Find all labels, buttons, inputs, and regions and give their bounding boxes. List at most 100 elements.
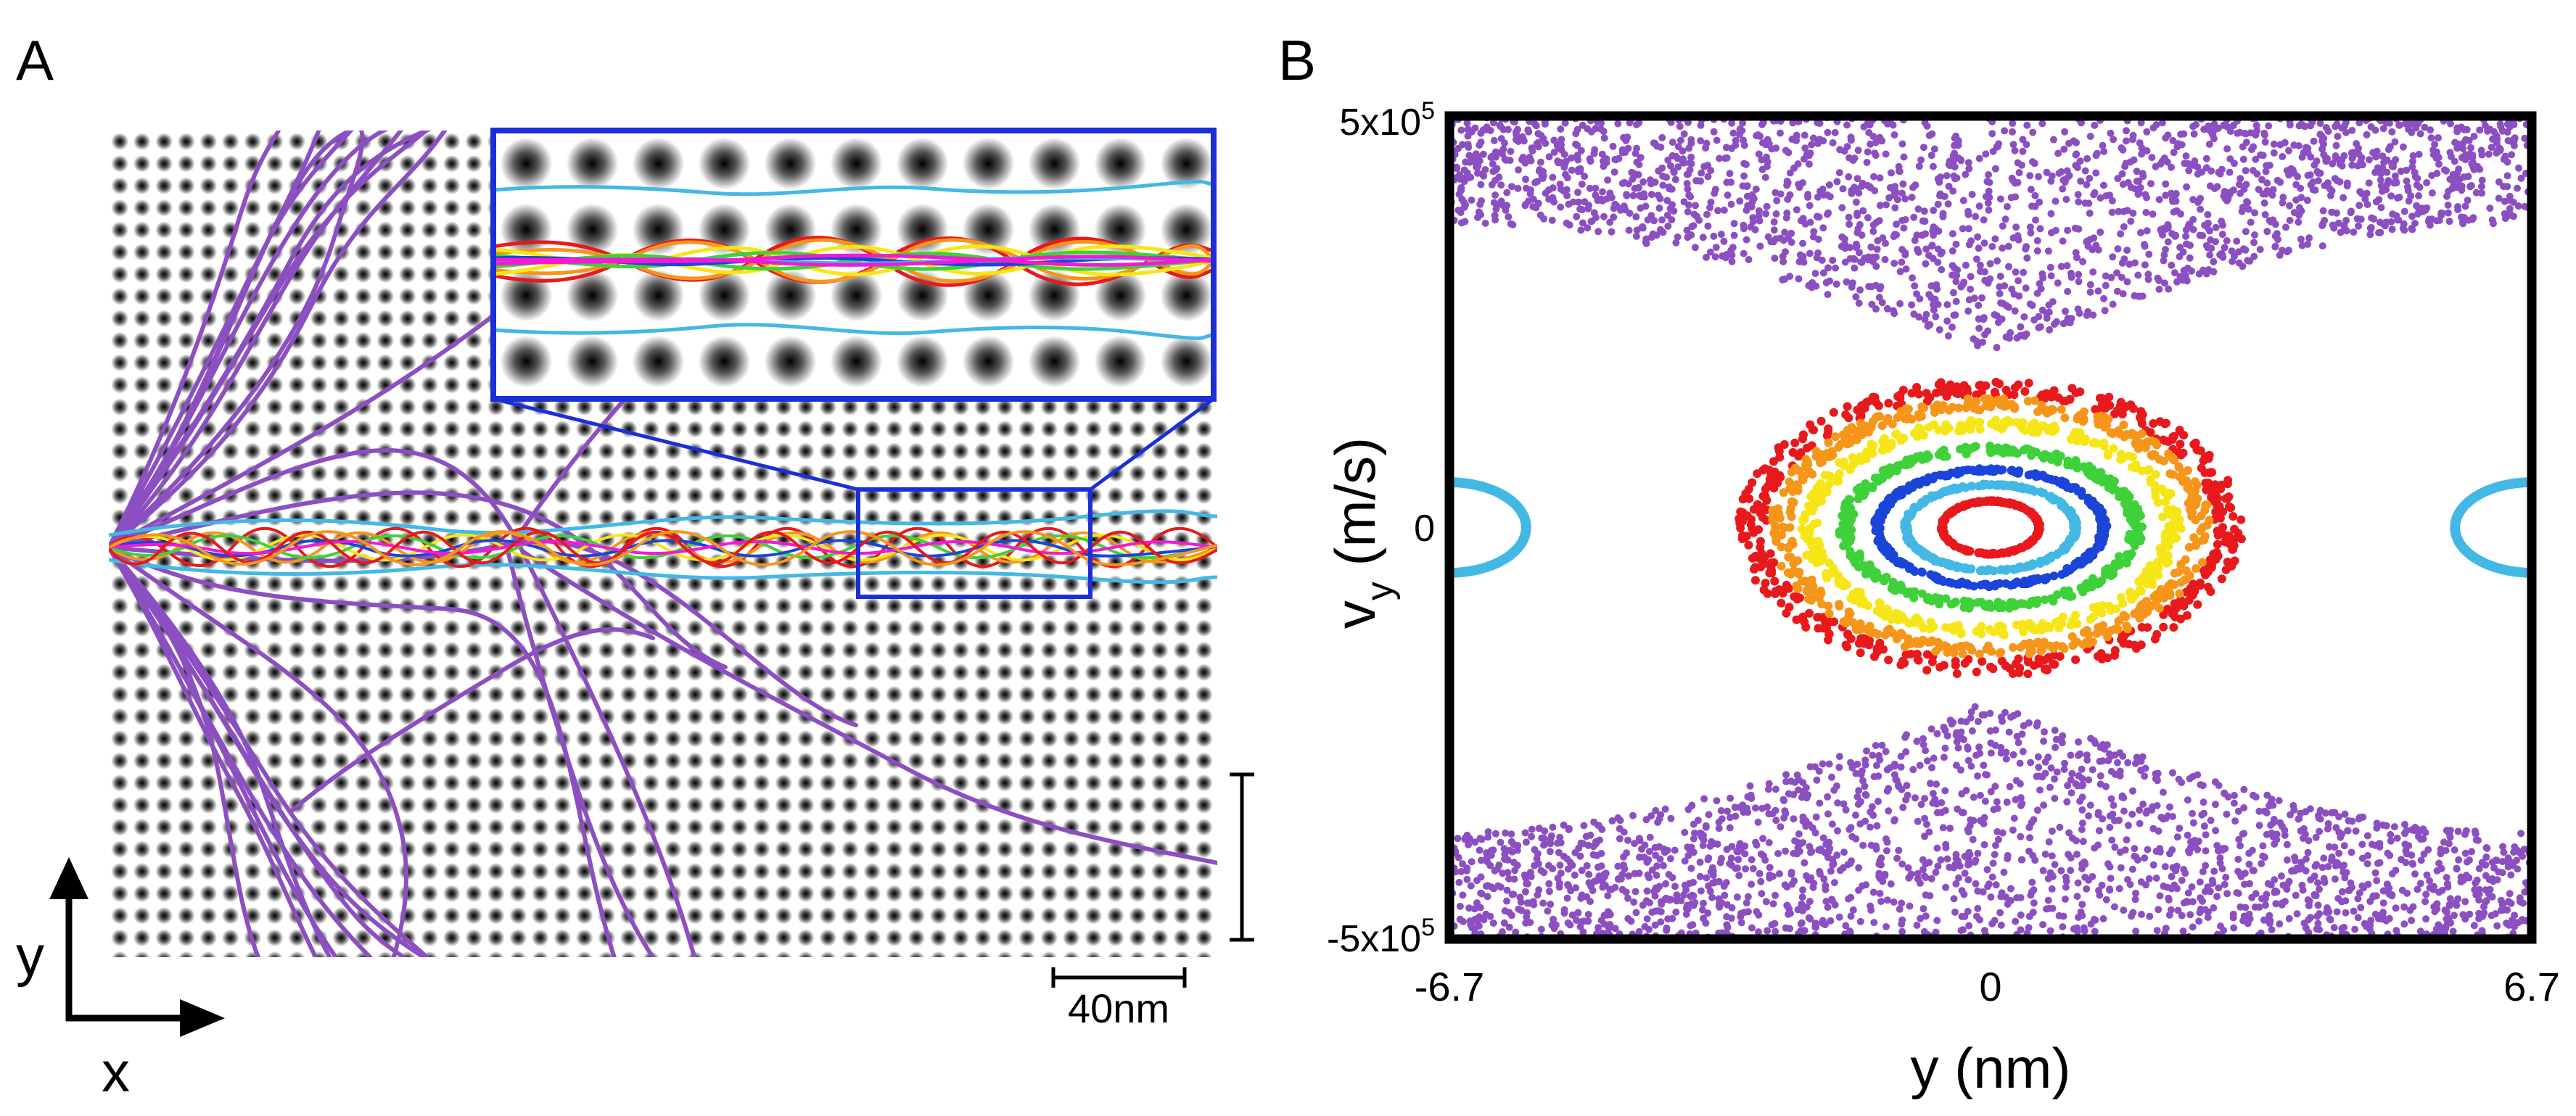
data-point: [1577, 82, 1584, 89]
data-point: [2420, 974, 2427, 981]
data-point: [1933, 974, 1941, 981]
data-point: [2087, 735, 2095, 743]
data-point: [2465, 91, 2472, 99]
data-point: [1676, 136, 1684, 144]
data-point: [1872, 742, 1880, 750]
data-point: [2263, 101, 2271, 108]
data-point: [2494, 100, 2501, 107]
data-point: [2484, 967, 2491, 974]
data-point: [1584, 204, 1592, 212]
data-point: [2086, 281, 2094, 289]
data-point: [2382, 119, 2390, 127]
data-point: [1738, 127, 1746, 135]
data-point: [2340, 86, 2347, 93]
data-point: [1805, 152, 1813, 160]
data-point: [1764, 73, 1771, 80]
data-point: [1981, 798, 1989, 805]
data-point: [1608, 983, 1615, 990]
data-point: [1872, 139, 1880, 146]
data-point: [1583, 861, 1591, 869]
data-point: [1618, 974, 1625, 981]
data-point: [1919, 856, 1927, 864]
data-point: [1475, 954, 1482, 961]
data-point: [2277, 84, 2284, 91]
data-point: [1909, 766, 1917, 774]
data-point: [2298, 103, 2305, 110]
data-point: [2438, 886, 2446, 894]
data-point: [2160, 225, 2167, 233]
data-point: [1747, 946, 1754, 954]
data-point: [1919, 735, 1927, 743]
data-point: [1521, 104, 1528, 111]
data-point: [2152, 963, 2160, 970]
data-point: [1474, 83, 1481, 90]
data-point: [2259, 72, 2266, 79]
data-point: [1657, 918, 1665, 926]
data-point: [1581, 78, 1588, 85]
data-point: [2285, 877, 2293, 885]
data-point: [1572, 130, 1580, 138]
data-point: [2236, 842, 2244, 850]
data-point: [2110, 801, 2118, 809]
data-point: [1465, 952, 1472, 959]
data-point: [2017, 801, 2025, 809]
data-point: [1733, 975, 1740, 983]
data-point: [1740, 249, 1748, 257]
data-point: [1841, 964, 1848, 972]
data-point: [2184, 796, 2192, 804]
data-point: [2442, 925, 2450, 933]
data-point: [1650, 69, 1657, 76]
data-point: [2324, 904, 2331, 912]
data-point: [1883, 305, 1891, 313]
data-point: [1550, 975, 1557, 982]
data-point: [1771, 255, 1779, 263]
data-point: [1868, 300, 1876, 308]
data-point: [1835, 764, 1843, 772]
data-point: [2493, 950, 2501, 957]
data-point: [2424, 846, 2432, 853]
data-point: [1557, 955, 1564, 962]
data-point: [2408, 212, 2416, 220]
data-point: [2446, 895, 2454, 903]
data-point: [1692, 980, 1700, 987]
data-point: [1967, 273, 1975, 281]
data-point: [1608, 194, 1616, 202]
data-point: [1457, 868, 1465, 875]
data-point: [1665, 80, 1672, 88]
data-point: [1605, 954, 1613, 962]
data-point: [2063, 262, 2071, 270]
data-point: [1687, 231, 1695, 239]
data-point: [1581, 173, 1589, 181]
data-point: [1901, 195, 1909, 203]
data-point: [1933, 780, 1941, 788]
data-point: [2028, 302, 2036, 310]
data-point: [2366, 898, 2374, 906]
data-point: [2081, 98, 2088, 105]
data-point: [1507, 220, 1515, 228]
data-point: [1713, 105, 1720, 112]
data-point: [2219, 956, 2226, 964]
data-point: [1536, 65, 1544, 72]
data-point: [2487, 102, 2494, 109]
data-point: [2119, 146, 2127, 154]
data-point: [1611, 155, 1619, 163]
data-point: [1950, 864, 1958, 872]
data-point: [2474, 970, 2482, 977]
data-point: [1828, 896, 1835, 904]
data-point: [2212, 827, 2220, 835]
data-point: [2135, 944, 2142, 951]
data-point: [1724, 972, 1732, 980]
data-point: [2221, 975, 2229, 982]
data-point: [1952, 278, 1960, 286]
data-point: [1962, 948, 1969, 956]
data-point: [1533, 67, 1540, 75]
data-point: [1838, 959, 1845, 967]
data-point: [2106, 885, 2114, 893]
data-point: [2234, 99, 2241, 107]
channeled-trajectories: [109, 526, 1217, 569]
data-point: [2263, 890, 2271, 898]
data-point: [1563, 954, 1570, 961]
data-point: [1534, 130, 1542, 138]
data-point: [2414, 968, 2421, 975]
data-point: [2410, 954, 2417, 961]
